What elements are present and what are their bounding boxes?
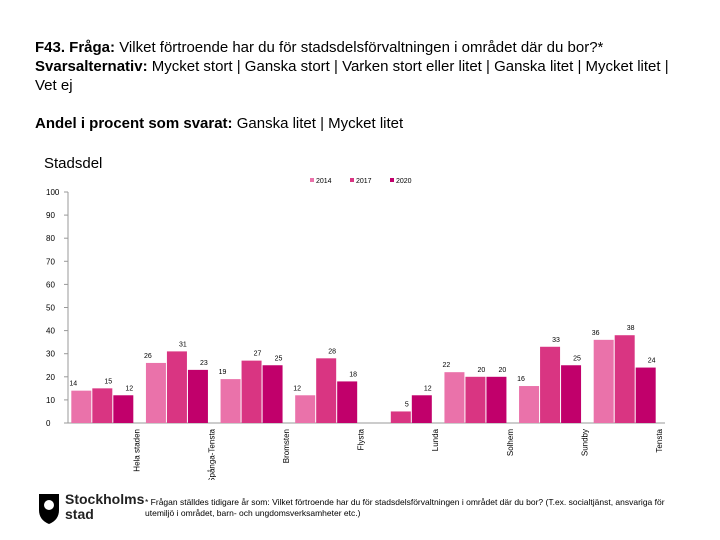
chart-title: Stadsdel [44,155,102,172]
data-label: 24 [648,358,656,365]
question-text: Vilket förtroende har du för stadsdelsfö… [119,39,604,56]
bar [145,362,166,423]
y-tick-label: 30 [46,350,55,359]
data-label: 14 [69,381,77,388]
y-tick-label: 60 [46,280,55,289]
bar [187,369,208,423]
x-tick-label: Bromsten [282,429,291,463]
x-tick-label: Sundby [580,429,589,456]
data-label: 20 [478,367,486,374]
x-tick-label: Tensta [655,428,664,452]
data-label: 12 [125,385,133,392]
bar [614,335,635,423]
bar [295,395,316,423]
data-label: 36 [592,330,600,337]
bar [540,346,561,423]
bar [519,386,540,423]
footnote: * Frågan ställdes tidigare år som: Vilke… [145,497,665,518]
y-tick-label: 0 [46,419,51,428]
x-tick-label: Lunda [431,428,440,451]
data-label: 20 [499,367,507,374]
legend-label: 2020 [396,178,412,185]
y-tick-label: 80 [46,234,55,243]
legend-label: 2014 [316,178,332,185]
bar [444,372,465,423]
bar [561,365,582,423]
bar [465,376,486,423]
share: Andel i procent som svarat: Ganska litet… [35,114,685,133]
bar [593,339,614,423]
y-tick-label: 70 [46,257,55,266]
y-tick-label: 40 [46,327,55,336]
y-tick-label: 20 [46,373,55,382]
legend-swatch [390,178,394,182]
data-label: 23 [200,360,208,367]
y-tick-label: 50 [46,304,55,313]
bar [635,367,656,423]
legend-swatch [350,178,354,182]
bar [337,381,358,423]
bar [316,358,337,423]
y-tick-label: 90 [46,211,55,220]
bar [262,365,283,423]
data-label: 27 [254,351,262,358]
data-label: 5 [405,401,409,408]
x-tick-label: Hela staden [133,429,142,472]
logo: Stockholms stad [35,490,145,531]
question-label: F43. Fråga: [35,39,116,56]
legend-swatch [310,178,314,182]
data-label: 26 [144,353,152,360]
logo-text: Stockholms stad [65,492,145,522]
x-tick-label: Flysta [357,428,366,450]
logo-graphic: Stockholms stad [39,492,145,524]
bar [113,395,134,423]
data-label: 28 [328,348,336,355]
data-label: 18 [349,371,357,378]
options-label: Svarsalternativ: [35,58,148,75]
x-tick-label: Solhem [506,429,515,456]
data-label: 31 [179,341,187,348]
bar [220,379,241,423]
bar [390,411,411,423]
data-label: 25 [275,355,283,362]
share-label: Andel i procent som svarat: [35,115,233,132]
bar [411,395,432,423]
share-text: Ganska litet | Mycket litet [236,115,404,132]
data-label: 25 [573,355,581,362]
data-label: 12 [424,385,432,392]
data-label: 12 [293,385,301,392]
y-tick-label: 10 [46,396,55,405]
bar [92,388,113,423]
options-text: Mycket stort | Ganska stort | Varken sto… [35,58,669,94]
data-label: 16 [517,376,525,383]
data-label: 22 [443,362,451,369]
data-label: 15 [104,378,112,385]
bar [486,376,507,423]
question: F43. Fråga: Vilket förtroende har du för… [35,38,685,95]
x-tick-label: Spånga-Tensta [207,428,216,480]
bar [166,351,187,423]
legend-label: 2017 [356,178,372,185]
bar [241,360,262,423]
data-label: 33 [552,337,560,344]
y-tick-label: 100 [46,188,60,197]
data-label: 38 [627,325,635,332]
data-label: 19 [219,369,227,376]
bar [71,390,92,423]
